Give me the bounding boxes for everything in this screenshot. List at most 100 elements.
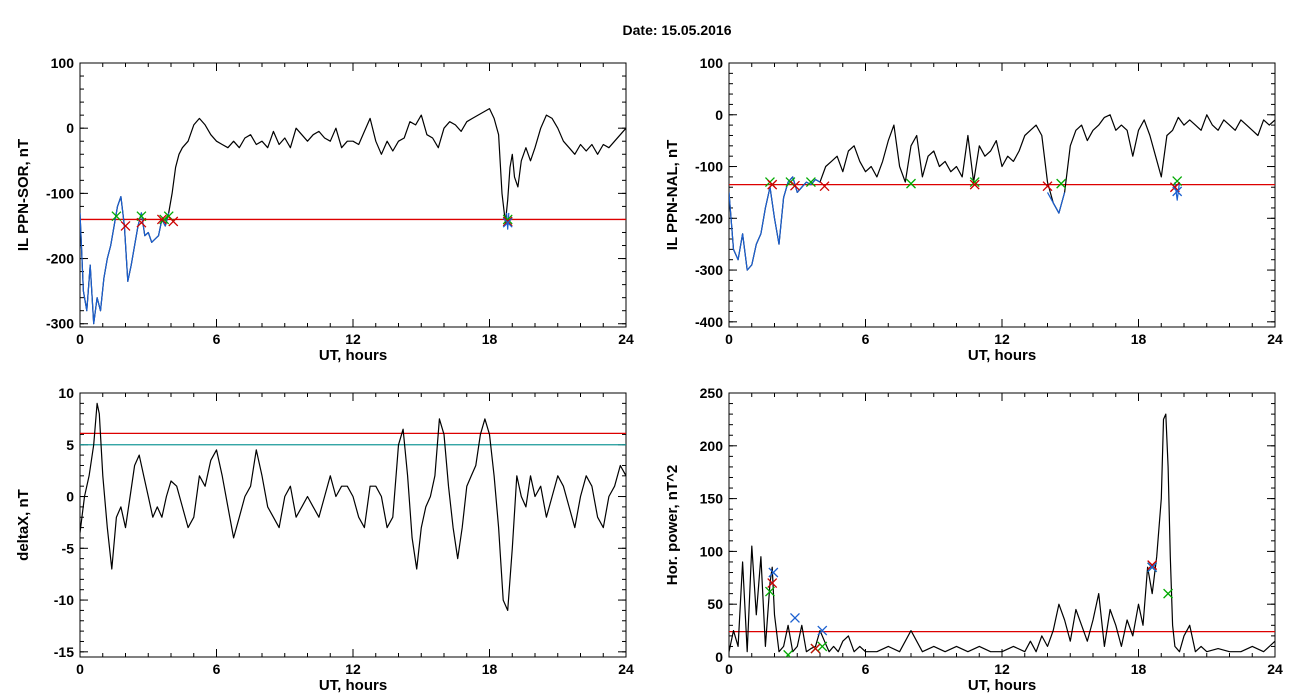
il-ppn-nal-x-tick-label: 0 xyxy=(725,331,733,347)
il-ppn-nal-cross-marker xyxy=(819,181,830,192)
deltax-y-tick-label: -10 xyxy=(54,592,74,608)
il-ppn-sor-plot-frame xyxy=(79,62,627,328)
il-ppn-sor-y-axis-label: IL PPN-SOR, nT xyxy=(15,139,32,251)
il-ppn-nal-plot-area xyxy=(729,114,1275,271)
il-ppn-nal-x-tick-label: 6 xyxy=(862,331,870,347)
hor-power-y-axis-label: Hor. power, nT^2 xyxy=(664,465,681,585)
hor-power-cross-marker xyxy=(790,612,800,623)
deltax-y-axis-label: deltaX, nT xyxy=(15,489,32,561)
deltax-x-tick-label: 6 xyxy=(213,661,221,677)
deltax-plot-frame xyxy=(79,392,627,658)
panel-deltax: 0 6 12 18 24 10 5 0 -5 -10 -15 UT, hours deltaX, nT xyxy=(15,385,634,694)
il-ppn-sor-x-tick-label: 6 xyxy=(213,331,221,347)
il-ppn-sor-cross-marker xyxy=(120,221,131,231)
deltax-x-tick-label: 0 xyxy=(76,661,84,677)
hor-power-x-tick-label: 24 xyxy=(1267,661,1283,677)
il-ppn-sor-y-tick-label: -300 xyxy=(46,316,74,332)
il-ppn-nal-cross-marker xyxy=(790,180,800,191)
il-ppn-nal-cross-marker xyxy=(1172,186,1183,197)
hor-power-cross-marker xyxy=(768,567,779,578)
hor-power-y-tick-label: 50 xyxy=(707,596,723,612)
hor-power-cross-marker xyxy=(817,641,828,652)
hor-power-y-tick-label: 250 xyxy=(700,385,724,401)
deltax-plot-area xyxy=(80,402,626,612)
hor-power-y-tick-label: 100 xyxy=(700,543,724,559)
il-ppn-sor-cross-marker xyxy=(502,217,513,228)
il-ppn-nal-cross-marker xyxy=(969,179,980,190)
hor-power-cross-marker xyxy=(783,649,794,657)
il-ppn-nal-y-tick-label: 100 xyxy=(700,55,724,71)
il-ppn-nal-cross-marker xyxy=(767,179,778,190)
hor-power-x-tick-label: 0 xyxy=(725,661,733,677)
il-ppn-nal-y-tick-label: -200 xyxy=(695,210,723,226)
il-ppn-sor-series-line xyxy=(80,196,170,325)
deltax-x-tick-label: 12 xyxy=(345,661,361,677)
deltax-y-tick-label: 0 xyxy=(66,489,74,505)
il-ppn-nal-cross-marker xyxy=(1172,176,1183,186)
figure-date-title: Date: 15.05.2016 xyxy=(623,22,732,38)
il-ppn-nal-y-tick-label: -300 xyxy=(695,262,723,278)
il-ppn-nal-cross-marker xyxy=(1042,181,1053,192)
hor-power-cross-marker xyxy=(1147,562,1158,573)
il-ppn-nal-series-line xyxy=(1046,192,1066,214)
il-ppn-sor-x-tick-label: 18 xyxy=(482,331,498,347)
il-ppn-nal-cross-marker xyxy=(1056,178,1067,189)
il-ppn-sor-x-tick-label: 24 xyxy=(618,331,634,347)
hor-power-plot-frame xyxy=(728,392,1276,658)
il-ppn-sor-x-tick-label: 0 xyxy=(76,331,84,347)
il-ppn-sor-cross-marker xyxy=(159,214,170,225)
hor-power-y-tick-label: 0 xyxy=(715,649,723,665)
il-ppn-sor-cross-marker xyxy=(168,216,179,227)
deltax-y-tick-label: 5 xyxy=(66,437,74,453)
il-ppn-nal-x-tick-label: 24 xyxy=(1267,331,1283,347)
hor-power-cross-marker xyxy=(1147,560,1158,571)
il-ppn-nal-y-tick-label: 0 xyxy=(715,107,723,123)
deltax-x-axis-label: UT, hours xyxy=(319,677,387,694)
deltax-x-tick-label: 18 xyxy=(482,661,498,677)
panel-il-ppn-nal: 0 6 12 18 24 100 0 -100 -200 -300 -400 UT, hours IL … xyxy=(664,55,1283,364)
hor-power-cross-marker xyxy=(767,578,778,589)
deltax-y-tick-label: -15 xyxy=(54,644,74,660)
il-ppn-nal-series-line xyxy=(729,176,821,271)
il-ppn-nal-cross-marker xyxy=(906,178,916,189)
hor-power-x-tick-label: 6 xyxy=(862,661,870,677)
hor-power-cross-marker xyxy=(764,586,775,597)
hor-power-y-tick-label: 150 xyxy=(700,491,724,507)
il-ppn-sor-series-line xyxy=(80,107,626,325)
il-ppn-nal-cross-marker xyxy=(805,177,816,188)
il-ppn-nal-cross-marker xyxy=(785,177,796,188)
il-ppn-sor-y-tick-label: -200 xyxy=(46,251,74,267)
panel-il-ppn-sor: 0 6 12 18 24 100 0 -100 -200 -300 UT, hours IL PPN-… xyxy=(15,55,634,364)
il-ppn-sor-cross-marker xyxy=(136,217,147,228)
il-ppn-nal-x-tick-label: 12 xyxy=(994,331,1010,347)
hor-power-x-tick-label: 18 xyxy=(1131,661,1147,677)
il-ppn-nal-x-tick-label: 18 xyxy=(1131,331,1147,347)
il-ppn-sor-cross-marker xyxy=(111,211,122,222)
hor-power-x-axis-label: UT, hours xyxy=(968,677,1036,694)
deltax-y-tick-label: 10 xyxy=(58,385,74,401)
il-ppn-nal-y-axis-label: IL PPN-NAL, nT xyxy=(664,140,681,251)
hor-power-cross-marker xyxy=(810,643,821,654)
deltax-series-line xyxy=(80,402,626,612)
hor-power-plot-area xyxy=(729,413,1275,657)
il-ppn-sor-plot-area xyxy=(80,107,626,325)
panel-hor-power: 0 6 12 18 24 250 200 150 100 50 0 UT, hours Hor. pow… xyxy=(664,385,1283,694)
il-ppn-nal-x-axis-label: UT, hours xyxy=(968,347,1036,364)
hor-power-y-tick-label: 200 xyxy=(700,438,724,454)
hor-power-cross-marker xyxy=(817,625,828,636)
il-ppn-nal-y-tick-label: -400 xyxy=(695,314,723,330)
il-ppn-nal-plot-frame xyxy=(728,62,1276,328)
il-ppn-sor-cross-marker xyxy=(502,214,513,225)
il-ppn-nal-cross-marker xyxy=(969,177,980,188)
il-ppn-sor-cross-marker xyxy=(502,216,513,227)
hor-power-cross-marker xyxy=(1163,588,1174,599)
hor-power-x-tick-label: 12 xyxy=(994,661,1010,677)
il-ppn-sor-x-tick-label: 12 xyxy=(345,331,361,347)
il-ppn-nal-y-tick-label: -100 xyxy=(695,159,723,175)
deltax-y-tick-label: -5 xyxy=(62,540,75,556)
il-ppn-sor-y-tick-label: 0 xyxy=(66,120,74,136)
il-ppn-nal-series-line xyxy=(729,114,1275,271)
il-ppn-sor-x-axis-label: UT, hours xyxy=(319,347,387,364)
il-ppn-sor-cross-marker xyxy=(156,214,167,225)
